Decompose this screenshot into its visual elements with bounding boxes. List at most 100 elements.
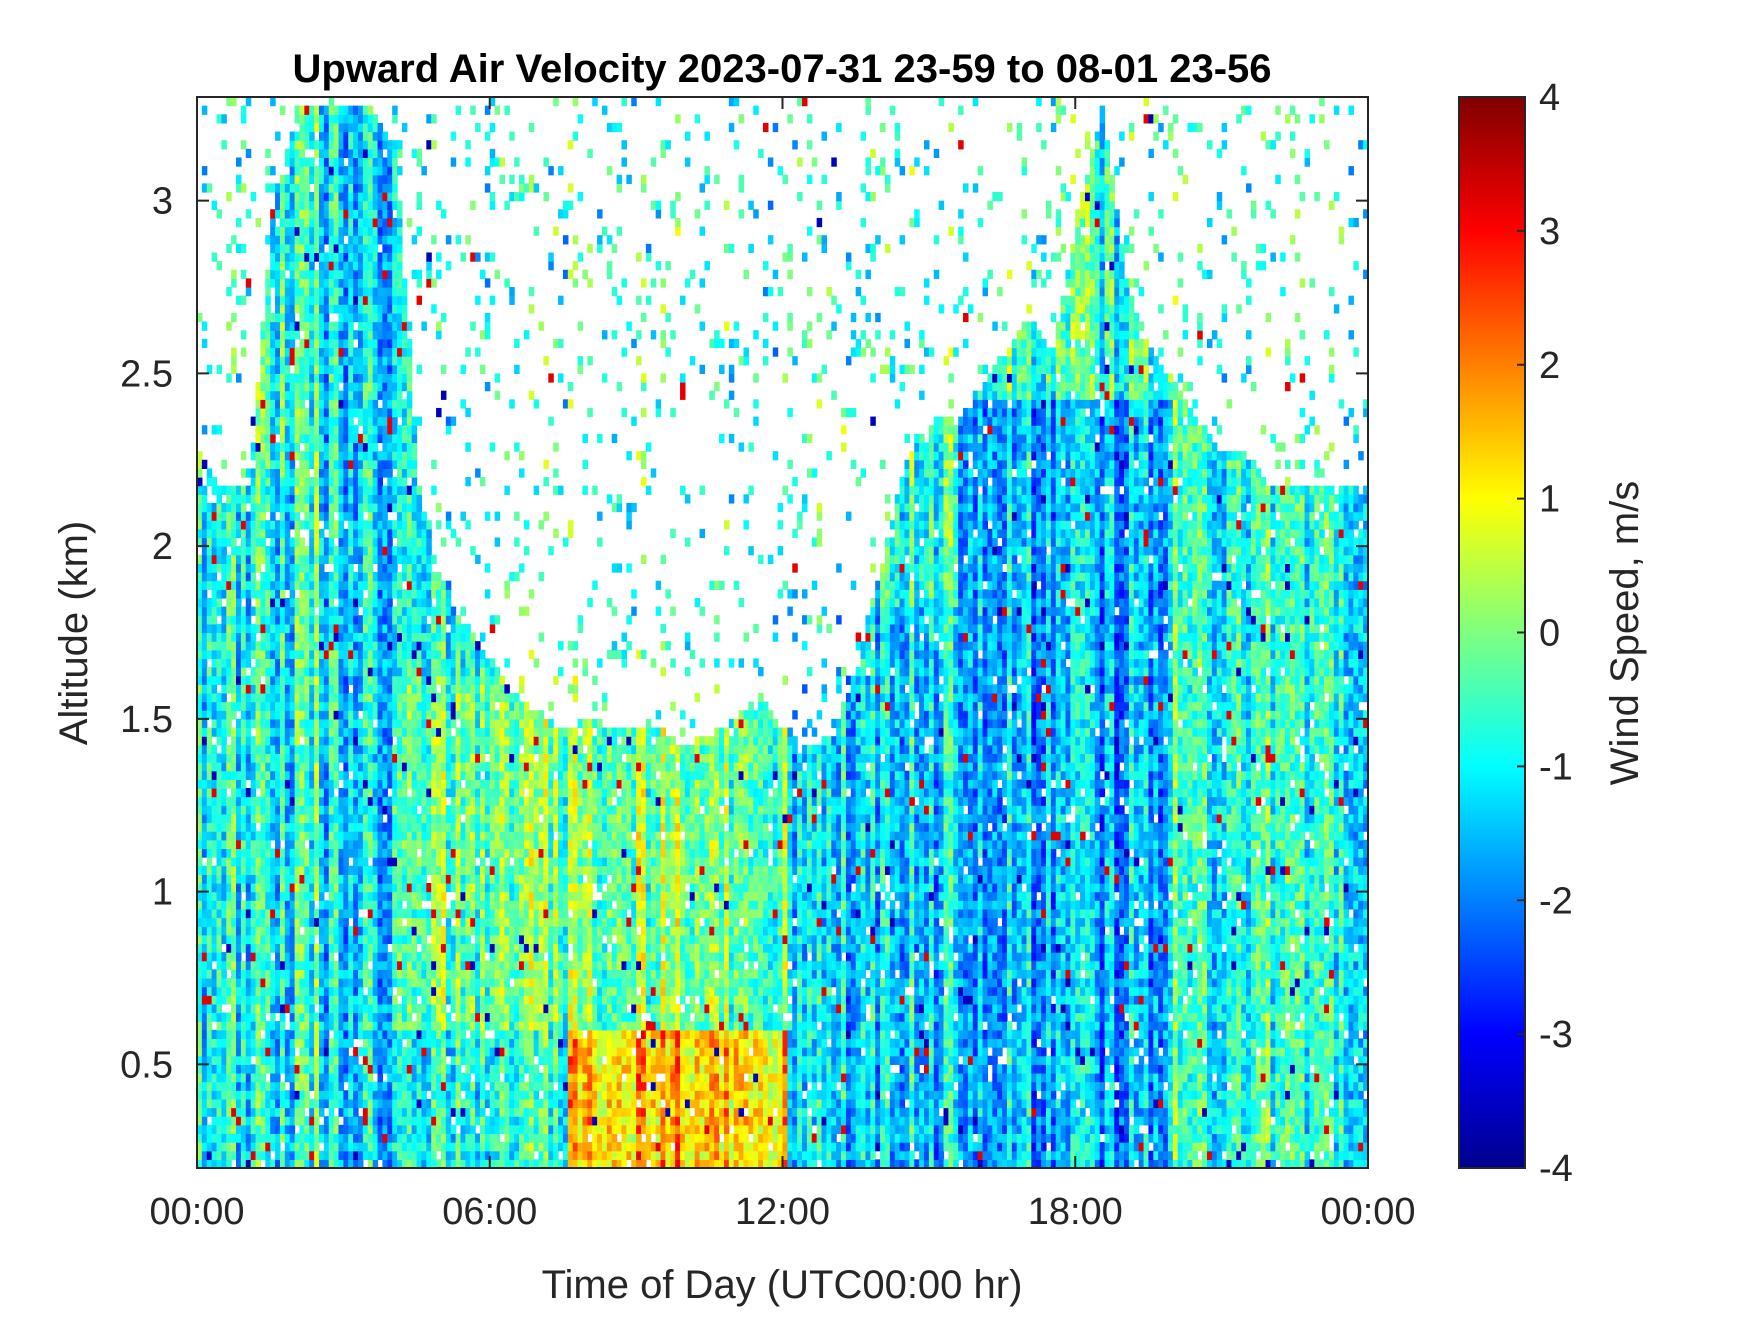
heatmap-cell (197, 1150, 203, 1160)
heatmap-cell (358, 407, 364, 418)
heatmap-cell (226, 675, 232, 685)
heatmap-cell (275, 658, 281, 668)
heatmap-cell (348, 701, 354, 711)
heatmap-cell (216, 882, 222, 893)
heatmap-cell (206, 917, 213, 927)
heatmap-cell (270, 589, 276, 599)
heatmap-cell (377, 710, 384, 720)
heatmap-cell (201, 1072, 208, 1083)
heatmap-cell (197, 658, 203, 668)
heatmap-cell (338, 304, 344, 314)
heatmap-cell (226, 192, 232, 202)
heatmap-cell (348, 580, 354, 590)
heatmap-cell (197, 718, 203, 729)
heatmap-cell (387, 874, 393, 884)
heatmap-cell (284, 451, 291, 461)
heatmap-cell (367, 174, 374, 184)
heatmap-cell (211, 805, 218, 815)
heatmap-cell (240, 658, 247, 668)
heatmap-cell (348, 356, 354, 366)
heatmap-cell (270, 468, 276, 478)
heatmap-cell (367, 459, 374, 469)
heatmap-cell (421, 1055, 427, 1065)
heatmap-cell (431, 692, 437, 703)
heatmap-cell (367, 321, 374, 331)
heatmap-cell (401, 563, 408, 573)
heatmap-cell (309, 122, 315, 133)
heatmap-cell (299, 969, 305, 979)
heatmap-cell (367, 1064, 374, 1074)
heatmap-cell (338, 649, 344, 660)
heatmap-cell (299, 1003, 305, 1014)
heatmap-cell (314, 226, 320, 236)
heatmap-cell (372, 891, 379, 901)
heatmap-cell (236, 606, 242, 616)
heatmap-cell (358, 278, 364, 288)
heatmap-cell (231, 1133, 237, 1143)
heatmap-cell (426, 952, 432, 962)
heatmap-cell (250, 1124, 257, 1135)
heatmap-cell (265, 753, 271, 763)
heatmap-cell (416, 900, 423, 910)
heatmap-cell (299, 606, 305, 616)
heatmap-cell (275, 986, 281, 996)
heatmap-cell (284, 494, 291, 504)
heatmap-cell (372, 736, 379, 746)
heatmap-cell (431, 727, 437, 737)
heatmap-cell (299, 865, 305, 875)
heatmap-cell (279, 347, 286, 357)
heatmap-cell (411, 148, 418, 159)
heatmap-cell (328, 442, 335, 452)
heatmap-cell (201, 485, 208, 495)
heatmap-cell (397, 969, 403, 979)
heatmap-cell (206, 908, 213, 919)
heatmap-cell (333, 528, 340, 539)
heatmap-cell (260, 805, 266, 815)
heatmap-cell (401, 572, 408, 582)
heatmap-cell (367, 252, 374, 262)
heatmap-cell (328, 252, 335, 262)
heatmap-cell (372, 217, 379, 228)
heatmap-cell (289, 373, 296, 383)
heatmap-cell (421, 874, 427, 884)
heatmap-cell (309, 995, 315, 1005)
heatmap-cell (382, 511, 388, 521)
heatmap-cell (397, 304, 403, 314)
heatmap-cell (314, 658, 320, 668)
heatmap-cell (299, 848, 305, 858)
heatmap-cell (201, 649, 208, 660)
heatmap-cell (304, 692, 310, 703)
heatmap-cell (289, 1107, 296, 1117)
heatmap-cell (250, 477, 257, 487)
heatmap-cell (348, 839, 354, 850)
heatmap-cell (206, 787, 213, 798)
heatmap-cell (304, 908, 310, 919)
heatmap-cell (270, 485, 276, 495)
heatmap-cell (401, 364, 408, 374)
heatmap-cell (255, 390, 262, 400)
heatmap-cell (226, 615, 232, 625)
heatmap-cell (314, 451, 320, 461)
heatmap-cell (275, 736, 281, 746)
heatmap-cell (236, 1124, 242, 1135)
heatmap-cell (304, 1021, 310, 1031)
heatmap-cell (367, 105, 374, 115)
heatmap-cell (221, 641, 227, 651)
heatmap-cell (367, 718, 374, 729)
heatmap-cell (377, 1090, 384, 1100)
heatmap-cell (284, 1159, 291, 1168)
heatmap-cell (284, 1047, 291, 1057)
heatmap-cell (387, 451, 393, 461)
heatmap-cell (270, 269, 276, 279)
heatmap-cell (431, 1055, 437, 1065)
heatmap-cell (318, 692, 325, 703)
heatmap-cell (279, 356, 286, 366)
heatmap-cell (279, 597, 286, 608)
heatmap-cell (377, 969, 384, 979)
heatmap-cell (416, 770, 423, 780)
heatmap-cell (275, 839, 281, 850)
heatmap-cell (299, 805, 305, 815)
heatmap-cell (353, 943, 359, 953)
heatmap-cell (387, 442, 393, 452)
heatmap-cell (426, 969, 432, 979)
